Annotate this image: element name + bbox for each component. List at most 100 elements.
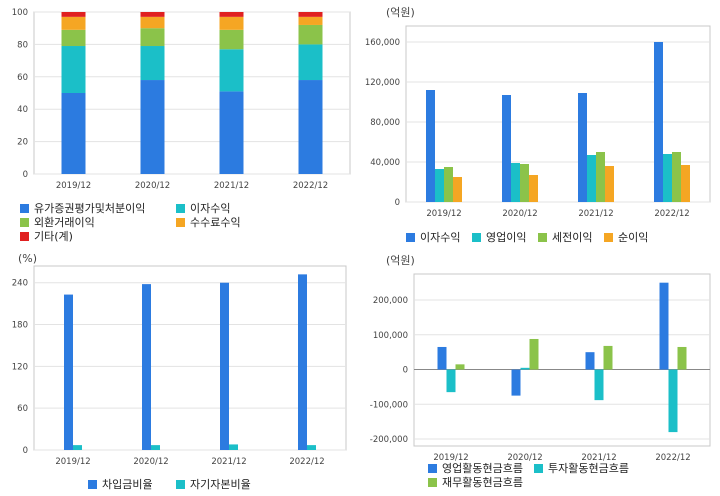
x-tick-label: 2020/12 [133, 457, 168, 467]
legend-item: 기타(계) [20, 228, 73, 244]
bar [511, 369, 521, 396]
legend-item: 수수료수익 [176, 214, 241, 230]
bar [520, 164, 529, 202]
bar [298, 274, 307, 450]
bar-segment [298, 80, 323, 174]
y-tick-label: 40 [17, 105, 28, 115]
legend-swatch [428, 463, 437, 473]
bar-segment [298, 24, 323, 45]
legend-label: 차입금비율 [102, 478, 153, 491]
bar-segment [298, 16, 323, 25]
bar [455, 364, 465, 370]
x-tick-label: 2021/12 [214, 181, 249, 191]
legend-2: 이자수익 영업이익 세전이익 순이익 [406, 229, 706, 245]
legend-item: 영업활동현금흐름 [428, 460, 523, 476]
legend-label: 영업활동현금흐름 [442, 462, 523, 475]
bar [446, 369, 456, 393]
bar-segment [61, 16, 86, 30]
y-tick-label: 120 [12, 362, 28, 372]
x-tick-label: 2020/12 [502, 209, 537, 219]
bar [73, 445, 82, 450]
x-tick-label: 2022/12 [654, 209, 689, 219]
legend-item: 순이익 [604, 229, 648, 245]
x-tick-label: 2019/12 [426, 209, 461, 219]
unit-label: (억원) [386, 6, 415, 19]
legend-item: 차입금비율 [88, 476, 153, 492]
x-tick-label: 2022/12 [293, 181, 328, 191]
y-tick-label: -200,000 [370, 435, 408, 445]
bar-segment [219, 91, 244, 174]
bar [668, 369, 678, 433]
y-tick-label: 0 [395, 198, 400, 208]
bar [596, 152, 605, 202]
legend-label: 수수료수익 [190, 216, 241, 229]
bar [307, 445, 316, 450]
legend-label: 순이익 [618, 231, 649, 244]
legend-swatch [20, 203, 29, 213]
bar [603, 345, 613, 370]
bar-segment [61, 46, 86, 93]
bar [151, 445, 160, 450]
legend-label: 자기자본비율 [190, 478, 251, 491]
bar [681, 165, 690, 202]
ratio-chart: 0 60 120 180 240 2019/12 2020/12 2021/12 2022/12 [12, 265, 347, 467]
bar-segment [219, 16, 244, 30]
legend-item: 자기자본비율 [176, 476, 251, 492]
bar [502, 95, 511, 202]
legend-3: 차입금비율 자기자본비율 [88, 476, 328, 492]
legend-label: 영업이익 [486, 231, 527, 244]
y-tick-label: 40,000 [370, 158, 400, 168]
y-tick-label: 60 [17, 404, 28, 414]
y-tick-label: 0 [403, 366, 408, 376]
bar [426, 90, 435, 202]
y-tick-label: 80,000 [370, 118, 400, 128]
x-tick-label: 2021/12 [211, 457, 246, 467]
bar-segment [61, 29, 86, 47]
bar-segment [140, 46, 165, 81]
bar [142, 284, 151, 450]
y-tick-label: 160,000 [365, 38, 400, 48]
y-tick-label: 180 [12, 321, 28, 331]
y-tick-label: 240 [12, 279, 28, 289]
income-chart: 0 40,000 80,000 120,000 160,000 2019/12 2020/1… [365, 25, 711, 219]
bar [220, 282, 229, 450]
unit-label: (%) [18, 252, 38, 265]
legend-item: 세전이익 [538, 229, 592, 245]
revenue-mix-chart: 0 20 40 60 80 100 2019/12 2020/12 2021/12 2022/12 [12, 8, 351, 191]
legend-swatch [428, 477, 437, 487]
bar-segment [140, 12, 165, 17]
bar [444, 167, 453, 202]
legend-label: 이자수익 [420, 231, 461, 244]
legend-swatch [176, 217, 185, 227]
bar-segment [140, 16, 165, 29]
y-tick-label: 200,000 [373, 296, 408, 306]
y-tick-label: 120,000 [365, 78, 400, 88]
bar [587, 155, 596, 202]
bar-segment [219, 49, 244, 92]
legend-item: 외환거래이익 [20, 214, 95, 230]
legend-item: 이자수익 [406, 229, 460, 245]
bar [663, 154, 672, 202]
bar [453, 177, 462, 202]
x-tick-label: 2020/12 [507, 453, 542, 463]
legend-item: 영업이익 [472, 229, 526, 245]
legend-swatch [20, 217, 29, 227]
legend-label: 재무활동현금흐름 [442, 476, 523, 489]
x-tick-label: 2021/12 [581, 453, 616, 463]
bar [594, 369, 604, 401]
legend-label: 투자활동현금흐름 [548, 462, 629, 475]
legend-label: 세전이익 [552, 231, 593, 244]
bar-segment [298, 12, 323, 17]
bar-segment [61, 12, 86, 17]
legend-item: 이자수익 [176, 200, 230, 216]
bar-segment [61, 93, 86, 174]
chart-panel-2: (억원) 0 40,000 80,000 120,000 160,000 2019/12 2… [360, 0, 720, 248]
legend-label: 기타(계) [34, 230, 73, 243]
legend-swatch [534, 463, 543, 473]
bar [520, 367, 530, 370]
legend-label: 유가증권평가및처분이익 [34, 202, 146, 215]
x-tick-label: 2019/12 [433, 453, 468, 463]
legend-item: 투자활동현금흐름 [534, 460, 629, 476]
legend-1: 유가증권평가및처분이익 이자수익 외환거래이익 수수료수익 기타(계) [20, 200, 350, 246]
bar-segment [298, 44, 323, 81]
